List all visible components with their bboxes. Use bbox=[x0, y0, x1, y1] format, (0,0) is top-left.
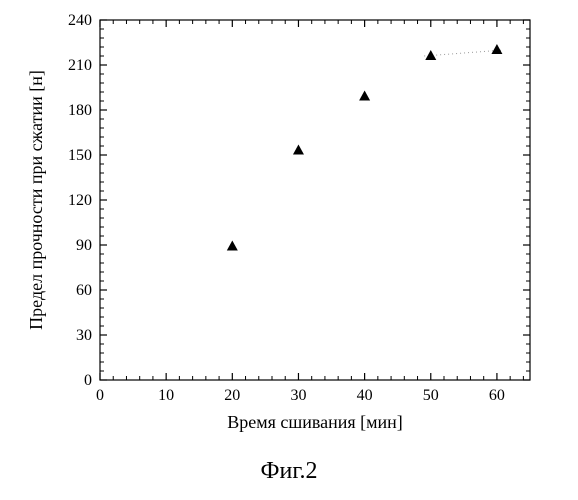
y-tick-label: 180 bbox=[68, 102, 92, 119]
x-tick-label: 60 bbox=[489, 387, 505, 404]
y-tick-label: 150 bbox=[68, 147, 92, 164]
y-tick-label: 120 bbox=[68, 192, 92, 209]
x-axis-label: Время сшивания [мин] bbox=[227, 412, 403, 432]
y-tick-label: 30 bbox=[76, 327, 92, 344]
x-tick-label: 10 bbox=[158, 387, 174, 404]
x-tick-label: 30 bbox=[290, 387, 306, 404]
y-axis-label: Предел прочности при сжатии [н] bbox=[26, 70, 46, 330]
x-tick-label: 40 bbox=[357, 387, 373, 404]
figure-caption: Фиг.2 bbox=[0, 458, 578, 485]
y-tick-label: 60 bbox=[76, 282, 92, 299]
y-tick-label: 0 bbox=[84, 372, 92, 389]
y-tick-label: 210 bbox=[68, 57, 92, 74]
x-tick-label: 0 bbox=[96, 387, 104, 404]
x-tick-label: 50 bbox=[423, 387, 439, 404]
y-tick-label: 90 bbox=[76, 237, 92, 254]
x-tick-label: 20 bbox=[224, 387, 240, 404]
y-tick-label: 240 bbox=[68, 12, 92, 29]
